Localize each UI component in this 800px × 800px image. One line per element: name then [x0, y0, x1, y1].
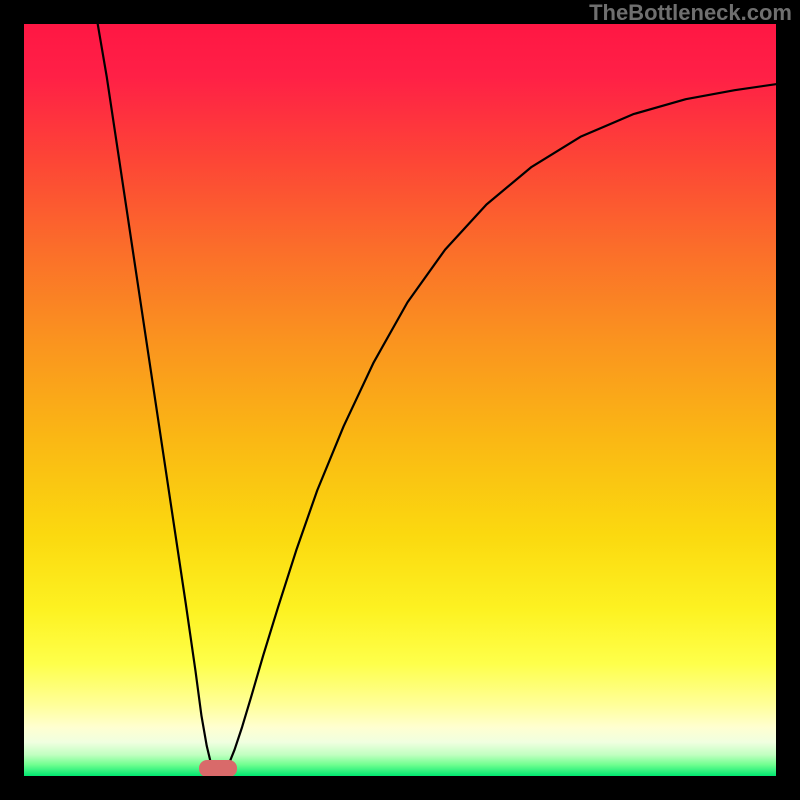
watermark-text: TheBottleneck.com	[589, 0, 792, 26]
curve-layer	[24, 24, 776, 776]
plot-area	[24, 24, 776, 776]
bottleneck-curve	[98, 24, 776, 774]
optimum-marker	[199, 760, 237, 776]
chart-frame: TheBottleneck.com	[0, 0, 800, 800]
